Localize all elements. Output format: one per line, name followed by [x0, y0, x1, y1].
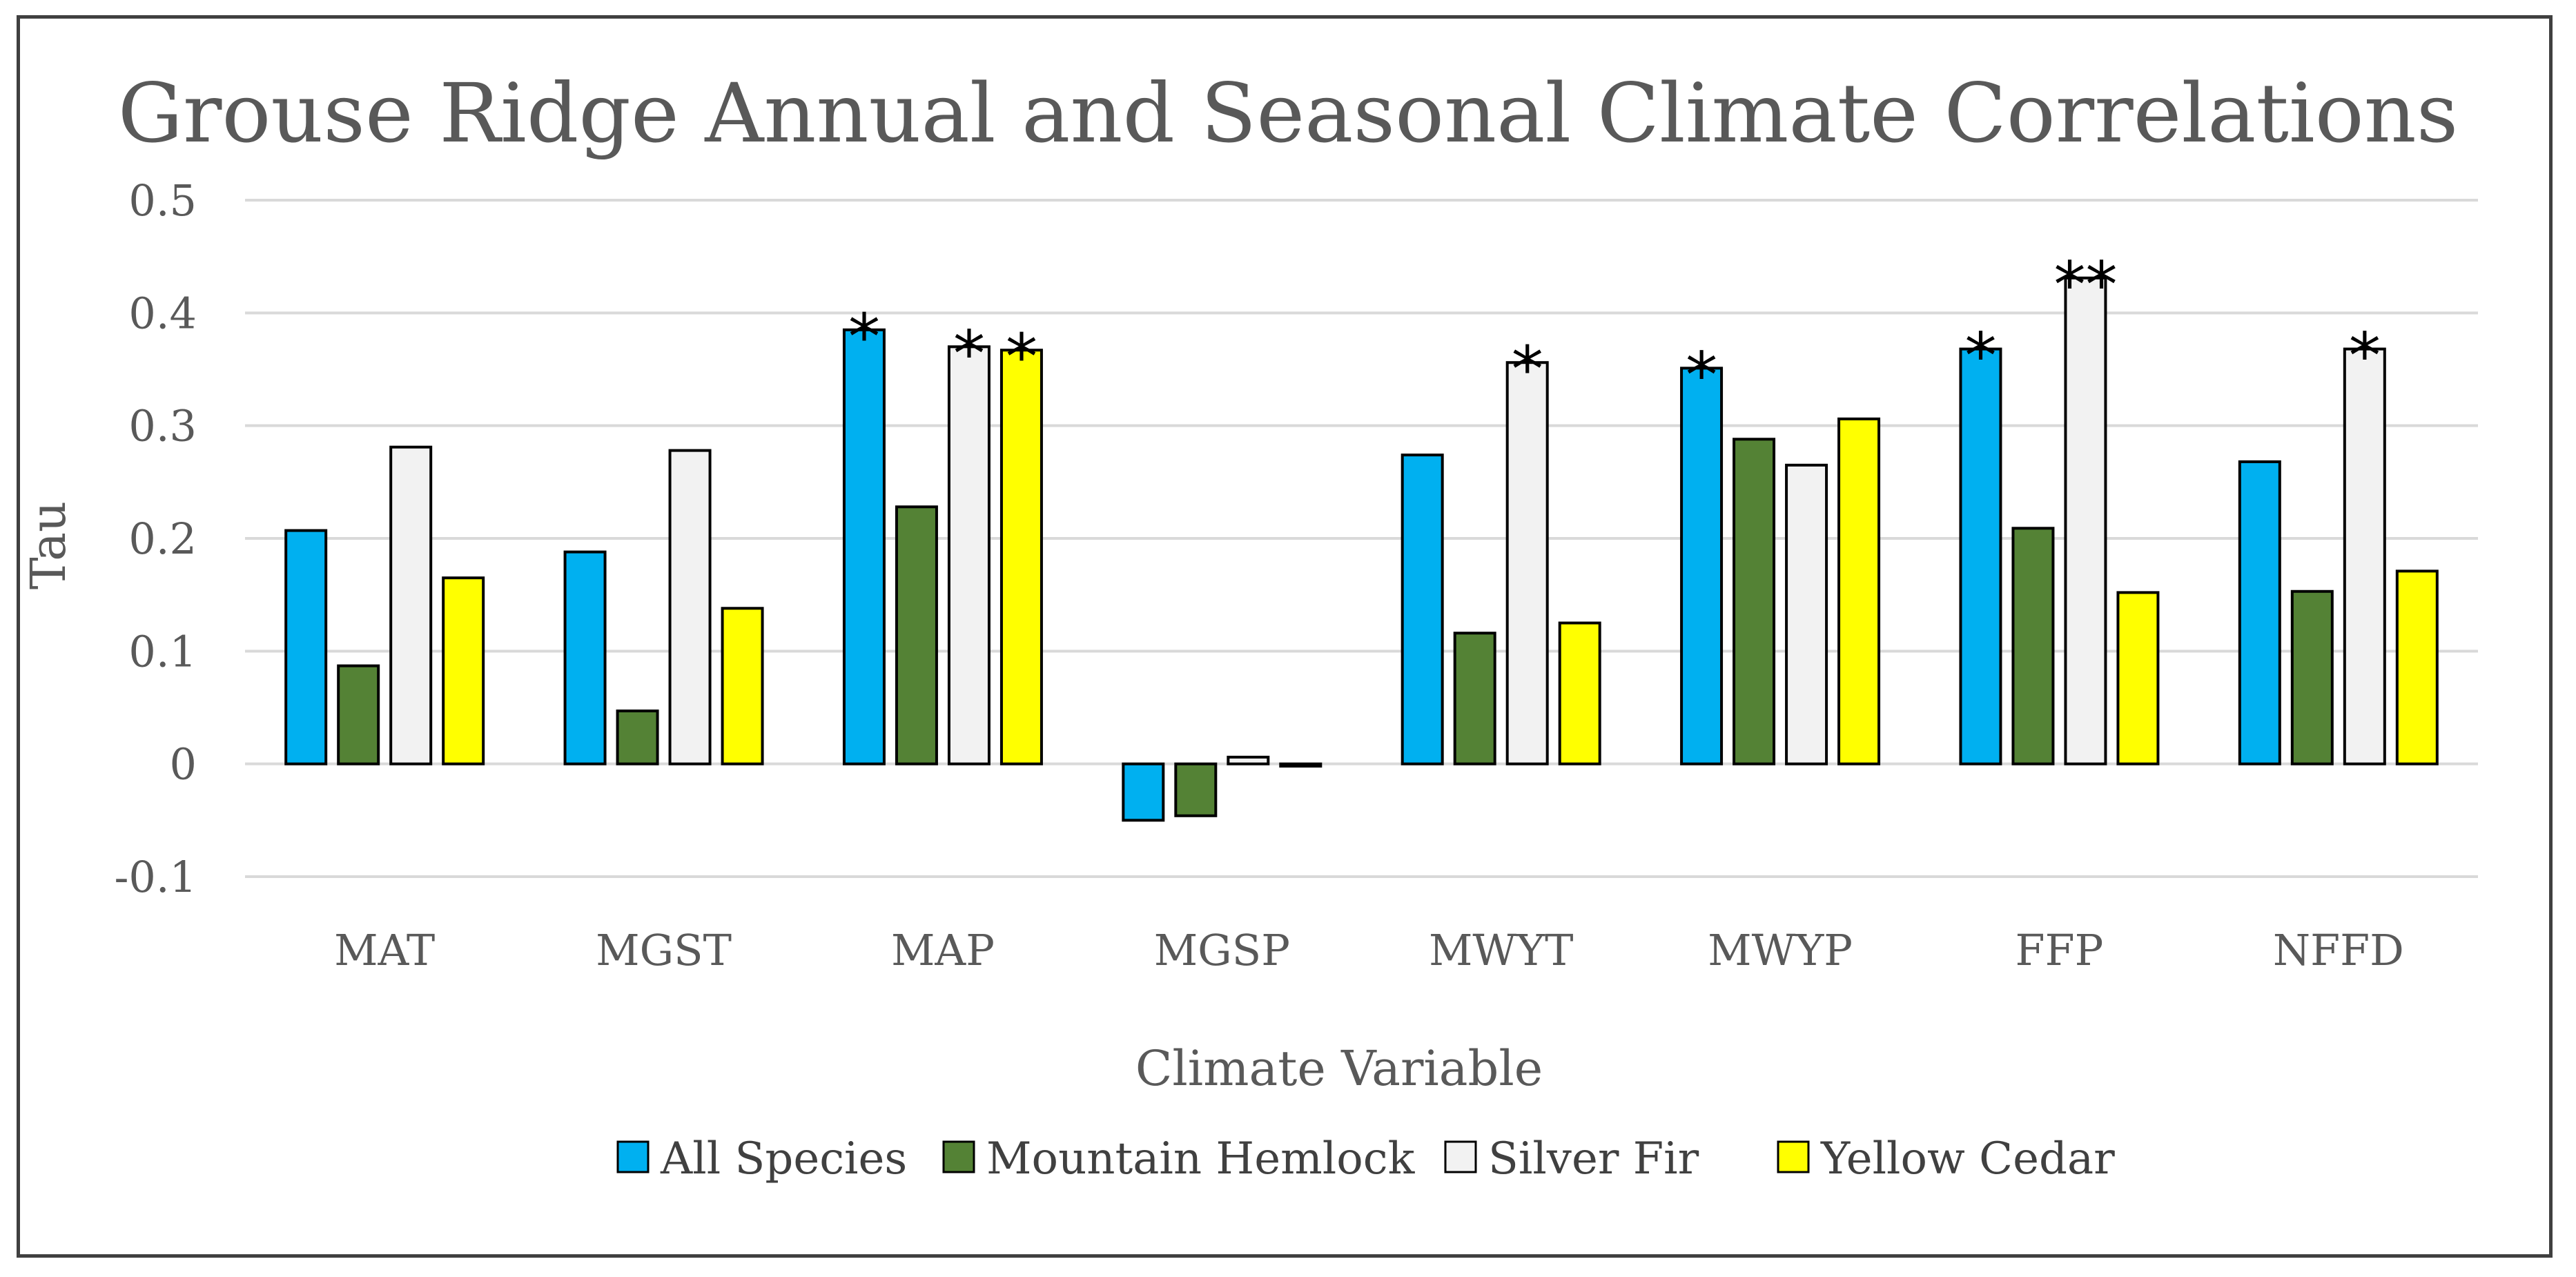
bar-yellow-cedar-nffd	[2395, 569, 2439, 766]
significance-marker: *	[1006, 320, 1037, 394]
bar-all-species-mgsp	[1122, 762, 1165, 822]
x-tick-label: MWYP	[1708, 925, 1853, 975]
significance-marker: *	[953, 317, 985, 391]
significance-marker: *	[1964, 320, 1996, 393]
significance-marker: **	[2053, 248, 2117, 322]
bar-silver-fir-mgst	[668, 449, 712, 766]
chart-title: Grouse Ridge Annual and Seasonal Climate…	[118, 66, 2459, 161]
gridlines	[245, 199, 2478, 878]
bar-yellow-cedar-mgsp	[1279, 762, 1323, 768]
bar-yellow-cedar-map	[999, 349, 1043, 766]
bar-silver-fir-mwyt	[1505, 361, 1549, 766]
bar-yellow-cedar-mat	[442, 576, 485, 766]
bar-all-species-ffp	[1959, 347, 2002, 766]
legend-label: All Species	[660, 1133, 907, 1185]
y-tick-label: 0.5	[128, 175, 197, 226]
y-axis-label: Tau	[20, 501, 77, 589]
significance-marker: *	[1686, 338, 1717, 412]
significance-markers: * * * * * ****	[848, 248, 2381, 413]
y-tick-label: 0	[170, 739, 197, 790]
bar-mountain-hemlock-mgst	[616, 709, 659, 766]
legend-swatch	[1777, 1140, 1810, 1173]
significance-marker: *	[2349, 320, 2381, 393]
bar-silver-fir-mwyp	[1785, 463, 1828, 766]
bar-mountain-hemlock-mwyt	[1453, 632, 1496, 766]
bar-mountain-hemlock-mgsp	[1174, 762, 1218, 817]
y-tick-label: 0.2	[128, 514, 197, 564]
y-tick-label: -0.1	[114, 852, 197, 902]
bar-mountain-hemlock-map	[895, 505, 938, 766]
bar-silver-fir-nffd	[2343, 347, 2386, 766]
bar-all-species-mwyp	[1680, 367, 1724, 766]
legend-swatch	[1444, 1140, 1477, 1173]
bar-mountain-hemlock-mwyp	[1733, 438, 1776, 766]
legend-label: Mountain Hemlock	[986, 1133, 1416, 1185]
legend-swatch	[942, 1140, 975, 1173]
bar-all-species-mgst	[563, 550, 607, 766]
legend-label: Silver Fir	[1488, 1133, 1699, 1185]
legend-swatch	[616, 1140, 650, 1173]
bar-mountain-hemlock-ffp	[2011, 527, 2055, 766]
bar-yellow-cedar-mwyp	[1837, 417, 1881, 766]
bar-mountain-hemlock-mat	[337, 664, 380, 766]
x-tick-label: MAT	[334, 925, 435, 975]
x-axis-ticks: MAT MGST MAP MGSP MWYT MWYP FFP NFFD	[334, 925, 2404, 975]
bar-silver-fir-ffp	[2064, 276, 2107, 766]
x-tick-label: MWYT	[1429, 925, 1574, 975]
bar-yellow-cedar-mgst	[721, 607, 764, 766]
y-tick-label: 0.1	[128, 626, 197, 676]
bar-yellow-cedar-mwyt	[1558, 621, 1601, 766]
x-tick-label: MGST	[596, 925, 732, 975]
bar-all-species-map	[842, 328, 886, 766]
x-tick-label: MGSP	[1154, 925, 1290, 975]
bar-silver-fir-mgsp	[1227, 755, 1270, 766]
bars	[284, 276, 2439, 822]
x-tick-label: NFFD	[2273, 925, 2404, 975]
significance-marker: *	[1512, 333, 1543, 407]
legend-label: Yellow Cedar	[1820, 1133, 2115, 1185]
bar-all-species-mat	[284, 529, 328, 766]
significance-marker: *	[848, 300, 880, 374]
bar-all-species-mwyt	[1401, 454, 1444, 766]
bar-mountain-hemlock-nffd	[2290, 589, 2334, 766]
x-tick-label: MAP	[891, 925, 995, 975]
bar-yellow-cedar-ffp	[2116, 591, 2160, 766]
x-tick-label: FFP	[2016, 925, 2104, 975]
legend: All Species Mountain Hemlock Silver Fir Yel…	[616, 1133, 2115, 1185]
y-axis-ticks: 0.5 0.4 0.3 0.2 0.1 0 -0.1	[114, 175, 197, 902]
bar-silver-fir-map	[947, 345, 991, 766]
bar-all-species-nffd	[2238, 460, 2281, 766]
y-tick-label: 0.4	[128, 288, 197, 338]
y-tick-label: 0.3	[128, 401, 197, 451]
bar-silver-fir-mat	[389, 445, 433, 766]
x-axis-label: Climate Variable	[1135, 1040, 1543, 1097]
